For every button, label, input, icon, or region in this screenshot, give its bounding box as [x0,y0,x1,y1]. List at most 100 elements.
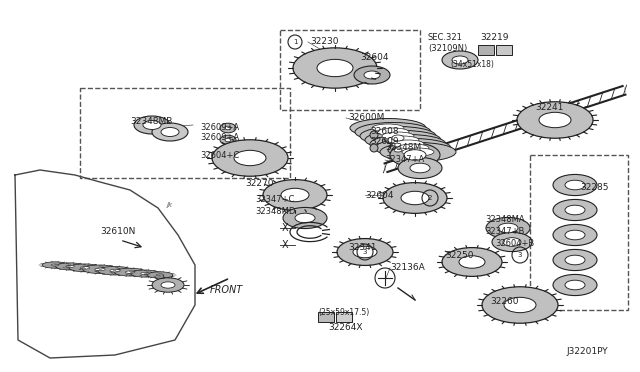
Ellipse shape [283,208,327,228]
Text: 32347+C: 32347+C [255,196,294,205]
Ellipse shape [565,180,585,190]
Ellipse shape [110,269,120,272]
Ellipse shape [553,250,597,270]
Text: 32285: 32285 [580,183,609,192]
Ellipse shape [115,268,146,276]
Ellipse shape [492,232,532,251]
Ellipse shape [410,163,430,173]
Ellipse shape [364,71,380,79]
Ellipse shape [565,280,585,290]
Ellipse shape [225,126,231,130]
Ellipse shape [337,238,393,266]
Ellipse shape [134,116,170,134]
Ellipse shape [539,112,571,128]
Text: 32604+C: 32604+C [200,151,239,160]
Ellipse shape [360,126,436,145]
Text: 3: 3 [363,249,367,255]
Ellipse shape [402,148,434,156]
Text: J32201PY: J32201PY [566,347,607,356]
Bar [478,45,494,55]
Ellipse shape [390,143,440,167]
Text: 32348MB: 32348MB [130,118,172,126]
Text: 32347+A: 32347+A [385,155,424,164]
Ellipse shape [459,256,485,268]
Text: 32260: 32260 [490,298,518,307]
Ellipse shape [387,136,419,144]
Text: 32219: 32219 [480,33,509,42]
Text: (32109N): (32109N) [428,44,467,52]
Ellipse shape [234,150,266,166]
Ellipse shape [377,128,409,136]
Ellipse shape [51,264,59,266]
Ellipse shape [382,132,414,140]
Ellipse shape [293,48,377,88]
Ellipse shape [486,218,530,238]
Ellipse shape [503,238,521,246]
Ellipse shape [553,275,597,296]
Ellipse shape [553,199,597,221]
Text: 32270: 32270 [245,179,273,187]
Ellipse shape [553,224,597,246]
Ellipse shape [394,148,402,152]
Text: 2: 2 [428,195,432,201]
Text: 32347+B: 32347+B [485,228,524,237]
Ellipse shape [42,262,68,268]
Ellipse shape [370,144,378,152]
Ellipse shape [565,230,585,240]
Text: FRONT: FRONT [210,285,243,295]
Ellipse shape [147,272,173,278]
Text: 32604: 32604 [360,54,388,62]
Text: 32348M: 32348M [385,144,421,153]
Ellipse shape [380,142,456,161]
Text: X: X [282,240,288,250]
Ellipse shape [220,123,236,133]
Ellipse shape [553,174,597,196]
Ellipse shape [125,271,135,273]
Ellipse shape [156,274,164,276]
Ellipse shape [281,188,309,202]
Ellipse shape [565,205,585,215]
Ellipse shape [317,60,353,77]
Ellipse shape [397,144,429,152]
Text: 1: 1 [292,39,297,45]
Text: 32609+A: 32609+A [200,134,239,142]
Ellipse shape [141,273,149,275]
Text: 32604+B: 32604+B [495,240,534,248]
Ellipse shape [98,266,132,275]
Ellipse shape [212,140,288,176]
Text: 32136A: 32136A [390,263,425,273]
Ellipse shape [131,270,159,277]
Ellipse shape [452,56,468,64]
Ellipse shape [372,124,404,132]
Text: 32241: 32241 [535,103,563,112]
Text: 3: 3 [518,252,522,258]
Ellipse shape [83,265,117,273]
Ellipse shape [370,135,446,154]
Ellipse shape [392,140,424,148]
Ellipse shape [388,145,408,155]
Text: 32610N: 32610N [100,228,136,237]
Ellipse shape [482,287,558,323]
Ellipse shape [353,246,377,258]
Ellipse shape [404,150,426,160]
Ellipse shape [442,248,502,276]
Ellipse shape [220,135,236,145]
Ellipse shape [398,157,442,179]
Text: 32230: 32230 [310,38,339,46]
Ellipse shape [370,131,378,139]
Ellipse shape [504,297,536,313]
Ellipse shape [392,135,404,141]
Text: 32348MA: 32348MA [485,215,525,224]
Ellipse shape [143,121,161,129]
Text: 32600M: 32600M [348,113,385,122]
Text: (34x51x18): (34x51x18) [450,61,494,70]
Text: SEC.321: SEC.321 [428,33,463,42]
Ellipse shape [355,122,431,141]
Text: 32341: 32341 [348,244,376,253]
Text: X: X [282,223,288,233]
Text: 32348MD: 32348MD [255,208,296,217]
Ellipse shape [384,131,412,145]
Ellipse shape [80,267,90,269]
Text: 32264X: 32264X [328,324,362,333]
Ellipse shape [354,66,390,84]
